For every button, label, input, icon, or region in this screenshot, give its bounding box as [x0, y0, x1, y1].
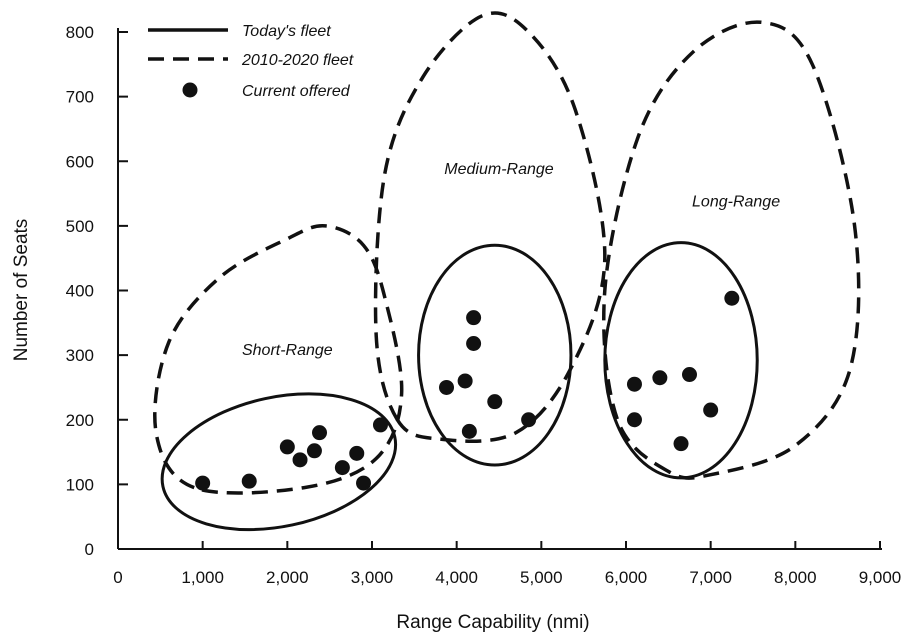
region-annotations: Short-Range Medium-Range Long-Range: [242, 161, 780, 359]
data-point: [626, 376, 642, 392]
future-fleet-region: [602, 20, 861, 480]
data-point: [292, 452, 308, 468]
legend-label: Today's fleet: [242, 23, 331, 40]
x-tick-label: 6,000: [605, 568, 648, 587]
x-tick-label: 2,000: [266, 568, 309, 587]
data-point: [521, 412, 537, 428]
future-fleet-region: [373, 11, 607, 443]
data-point: [466, 335, 482, 351]
data-point: [439, 379, 455, 395]
y-tick-label: 200: [66, 411, 94, 430]
x-tick-label: 4,000: [435, 568, 478, 587]
data-point: [673, 436, 689, 452]
x-tick-label: 5,000: [520, 568, 563, 587]
data-point: [487, 394, 503, 410]
data-point: [461, 423, 477, 439]
data-point: [466, 310, 482, 326]
data-point: [703, 402, 719, 418]
fleet-regions: [153, 11, 861, 532]
y-tick-label: 0: [85, 540, 94, 559]
data-point: [724, 290, 740, 306]
x-tick-label: 9,000: [859, 568, 902, 587]
data-point: [372, 417, 388, 433]
y-tick-label: 700: [66, 88, 94, 107]
data-point: [682, 367, 697, 383]
data-point: [312, 425, 328, 441]
x-axis-title: Range Capability (nmi): [396, 612, 589, 633]
y-tick-label: 100: [66, 475, 94, 494]
data-point: [652, 370, 668, 386]
future-fleet-region: [153, 224, 404, 495]
y-tick-label: 300: [66, 346, 94, 365]
data-point: [195, 475, 211, 491]
data-point: [356, 475, 372, 491]
x-tick-label: 1,000: [181, 568, 224, 587]
y-tick-label: 400: [66, 282, 94, 301]
data-point: [241, 473, 257, 489]
x-tick-label: 8,000: [774, 568, 817, 587]
y-tick-label: 500: [66, 217, 94, 236]
legend-label: Current offered: [242, 83, 351, 100]
x-tick-label: 7,000: [689, 568, 732, 587]
data-point: [457, 373, 473, 389]
todays-fleet-ellipse: [417, 243, 573, 467]
region-label: Long-Range: [692, 193, 780, 210]
region-label: Medium-Range: [444, 161, 553, 178]
data-point: [306, 443, 322, 459]
x-tick-label: 0: [113, 568, 122, 587]
data-points: [195, 290, 740, 491]
y-tick-label: 600: [66, 152, 94, 171]
axes: 0 1,000 2,000 3,000 4,000 5,000 6,000 7,000 8,00…: [66, 23, 902, 587]
region-label: Short-Range: [242, 342, 333, 359]
y-axis-title: Number of Seats: [11, 219, 32, 362]
data-point: [334, 460, 350, 476]
legend: Today's fleet 2010-2020 fleet Current offe…: [148, 23, 354, 100]
y-tick-label: 800: [66, 23, 94, 42]
data-point: [626, 412, 642, 428]
data-point: [349, 445, 365, 461]
x-tick-label: 3,000: [351, 568, 394, 587]
todays-fleet-ellipse: [160, 392, 398, 532]
legend-dot: [182, 82, 198, 98]
legend-label: 2010-2020 fleet: [241, 52, 354, 69]
data-point: [279, 439, 295, 455]
